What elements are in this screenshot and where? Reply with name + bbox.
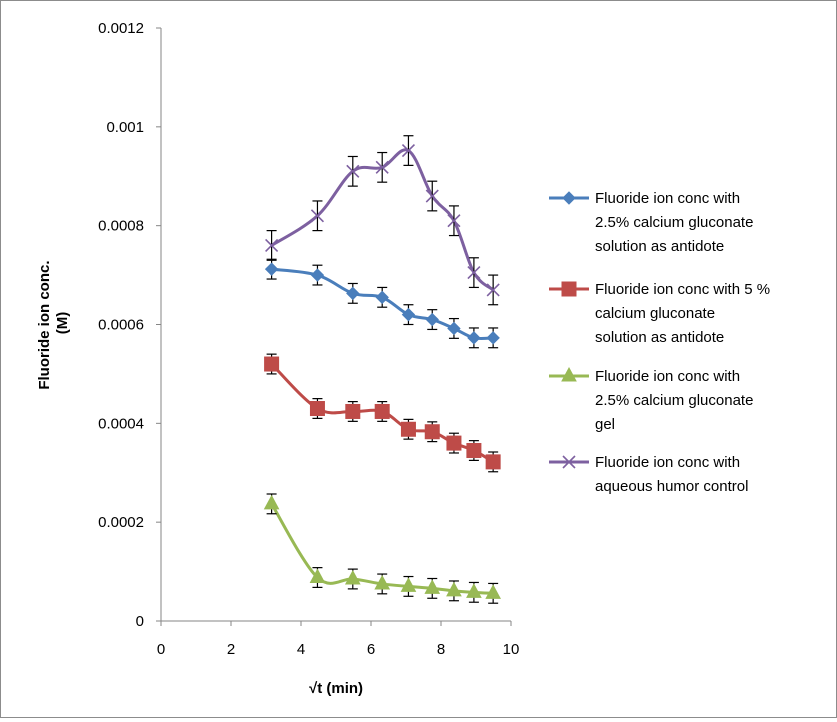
data-point xyxy=(375,290,389,305)
legend-marker xyxy=(561,281,577,297)
data-point xyxy=(345,403,361,419)
series-2 xyxy=(264,353,501,473)
legend: Fluoride ion conc with 2.5% calcium gluco… xyxy=(549,190,770,495)
legend-label: solution as antidote xyxy=(595,329,724,346)
data-point xyxy=(310,268,325,282)
data-point xyxy=(424,424,440,440)
data-point xyxy=(446,581,462,597)
series-area xyxy=(263,135,501,604)
data-point xyxy=(486,331,500,345)
legend-item-3: Fluoride ion conc with 2.5% calcium gluco… xyxy=(549,366,753,433)
data-point xyxy=(265,238,279,252)
legend-label: 2.5% calcium gluconate xyxy=(595,214,753,231)
data-point xyxy=(344,569,361,585)
x-tick-label: 10 xyxy=(503,641,520,658)
legend-item-4: Fluoride ion conc with aqueous humor cont… xyxy=(549,454,748,495)
data-point xyxy=(424,579,441,594)
data-point xyxy=(486,283,500,297)
legend-label: Fluoride ion conc with 5 % xyxy=(595,281,770,298)
legend-marker xyxy=(562,191,576,205)
legend-marker xyxy=(561,366,577,382)
data-point xyxy=(264,262,279,276)
data-point xyxy=(447,321,461,336)
data-point xyxy=(309,401,325,417)
y-tick-label: 0 xyxy=(136,613,144,630)
legend-label: calcium gluconate xyxy=(595,305,715,322)
data-point xyxy=(466,583,482,598)
legend-label: gel xyxy=(595,416,615,433)
x-tick-label: 2 xyxy=(227,641,235,658)
legend-label: aqueous humor control xyxy=(595,478,748,495)
data-point xyxy=(346,164,360,178)
data-point xyxy=(264,356,280,372)
x-axis: 0 2 4 6 8 10 xyxy=(157,620,520,658)
x-tick-label: 4 xyxy=(297,641,305,658)
y-tick-label: 0.0008 xyxy=(98,218,144,235)
y-tick-label: 0.0012 xyxy=(98,20,144,37)
data-point xyxy=(401,307,416,322)
data-point xyxy=(263,494,280,510)
y-tick-label: 0.0006 xyxy=(98,317,144,334)
data-point xyxy=(346,286,360,301)
data-point xyxy=(425,189,439,203)
data-point xyxy=(309,568,326,584)
legend-label: solution as antidote xyxy=(595,238,724,255)
data-point xyxy=(485,584,501,599)
legend-label: Fluoride ion conc with xyxy=(595,454,740,471)
y-tick-label: 0.0002 xyxy=(98,514,144,531)
y-axis-title-line-1: Fluoride ion conc. xyxy=(36,261,53,390)
legend-label: 2.5% calcium gluconate xyxy=(595,392,753,409)
x-tick-label: 6 xyxy=(367,641,375,658)
data-point xyxy=(466,443,482,459)
data-point xyxy=(375,160,389,174)
data-point xyxy=(400,577,417,592)
data-point xyxy=(374,574,391,590)
y-axis: 0 0.0002 0.0004 0.0006 0.0008 0.001 0.0012 xyxy=(98,20,162,630)
data-point xyxy=(447,214,461,228)
y-axis-title-line-2: (M) xyxy=(54,312,71,335)
data-point xyxy=(485,454,501,470)
data-point xyxy=(401,143,416,158)
legend-label: Fluoride ion conc with xyxy=(595,190,740,207)
legend-label: Fluoride ion conc with xyxy=(595,368,740,385)
y-tick-label: 0.001 xyxy=(106,119,144,136)
legend-item-2: Fluoride ion conc with 5 % calcium glucon… xyxy=(549,281,770,346)
series-1 xyxy=(264,258,500,349)
data-point xyxy=(467,266,481,280)
legend-marker xyxy=(562,455,576,469)
series-3 xyxy=(263,493,501,604)
data-point xyxy=(400,421,416,437)
data-point xyxy=(425,312,439,327)
series-4 xyxy=(265,135,500,306)
data-point xyxy=(467,331,481,345)
x-tick-label: 8 xyxy=(437,641,445,658)
legend-item-1: Fluoride ion conc with 2.5% calcium gluco… xyxy=(549,190,753,255)
x-axis-title: √t (min) xyxy=(309,680,363,697)
data-point xyxy=(310,209,325,223)
data-point xyxy=(446,435,462,451)
data-point xyxy=(374,403,390,419)
x-tick-label: 0 xyxy=(157,641,165,658)
y-axis-title: Fluoride ion conc. (M) xyxy=(36,256,71,389)
y-tick-label: 0.0004 xyxy=(98,415,144,432)
